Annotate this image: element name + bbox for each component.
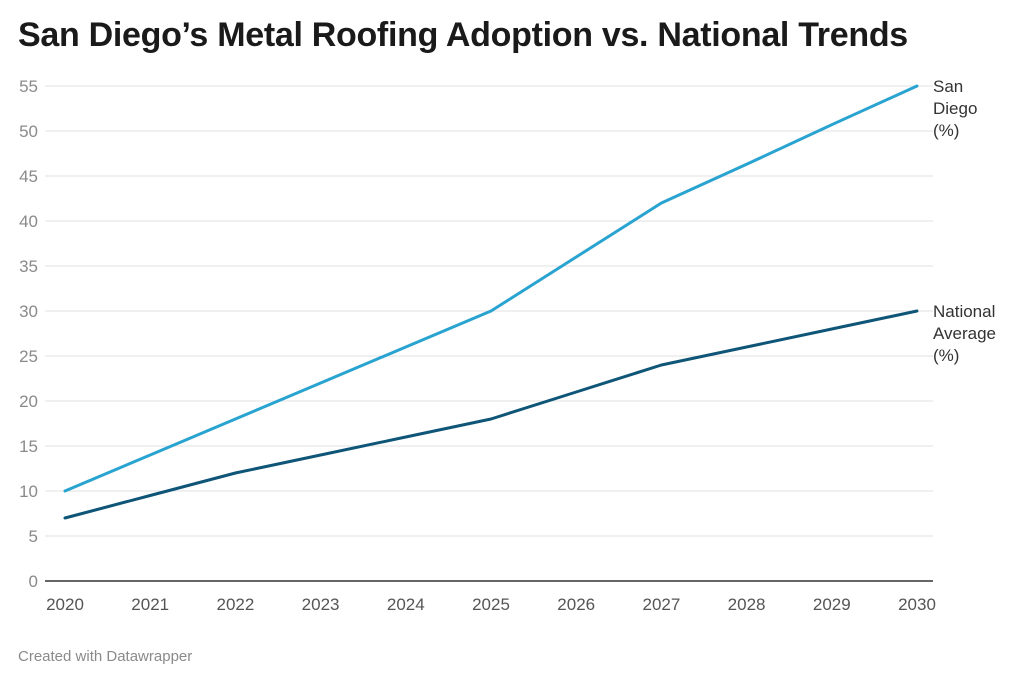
series-label: National Average (%) — [933, 302, 996, 365]
series-lines — [63, 84, 919, 520]
series-line — [63, 84, 919, 493]
y-tick-label: 5 — [29, 527, 38, 546]
x-tick-label: 2021 — [131, 595, 169, 614]
y-tick-label: 25 — [19, 347, 38, 366]
y-axis-ticks: 0 5 10 15 20 25 30 35 40 45 50 55 — [19, 77, 38, 591]
y-tick-label: 0 — [29, 572, 38, 591]
y-tick-label: 45 — [19, 167, 38, 186]
x-tick-label: 2024 — [387, 595, 425, 614]
x-tick-label: 2020 — [46, 595, 84, 614]
y-tick-label: 30 — [19, 302, 38, 321]
x-tick-label: 2022 — [216, 595, 254, 614]
y-tick-label: 15 — [19, 437, 38, 456]
x-tick-label: 2028 — [728, 595, 766, 614]
y-tick-label: 10 — [19, 482, 38, 501]
x-axis-ticks: 2020 2021 2022 2023 2024 2025 2026 2027 2028 2029… — [46, 595, 936, 614]
y-tick-label: 50 — [19, 122, 38, 141]
x-tick-label: 2026 — [557, 595, 595, 614]
y-tick-label: 20 — [19, 392, 38, 411]
x-tick-label: 2025 — [472, 595, 510, 614]
series-line — [63, 309, 919, 520]
chart-title: San Diego’s Metal Roofing Adoption vs. N… — [18, 16, 908, 54]
x-tick-label: 2029 — [813, 595, 851, 614]
x-tick-label: 2030 — [898, 595, 936, 614]
footer-credit: Created with Datawrapper — [18, 648, 193, 665]
y-tick-label: 35 — [19, 257, 38, 276]
grid-lines — [45, 85, 933, 537]
series-label: San Diego (%) — [933, 77, 977, 140]
y-tick-label: 40 — [19, 212, 38, 231]
series-labels: San Diego (%) National Average (%) — [933, 77, 996, 365]
y-tick-label: 55 — [19, 77, 38, 96]
x-tick-label: 2027 — [642, 595, 680, 614]
x-tick-label: 2023 — [302, 595, 340, 614]
